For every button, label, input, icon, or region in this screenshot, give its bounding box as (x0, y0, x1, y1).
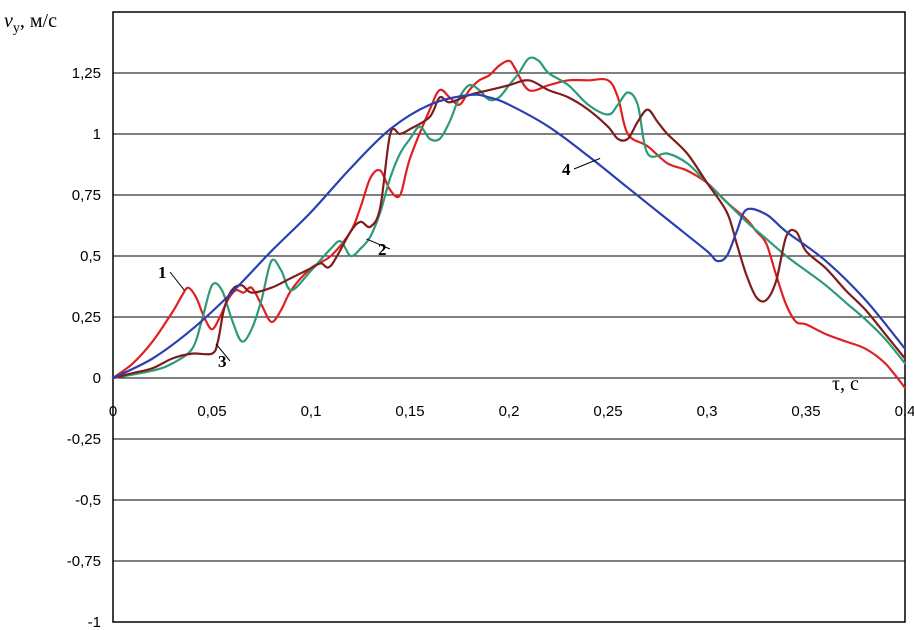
series-line-4 (111, 93, 907, 380)
curve-labels: 1 2 3 4 (158, 157, 601, 371)
x-tick-label: 0,4 (895, 403, 914, 420)
curve-label-2: 2 (378, 240, 387, 259)
curve-label-leader (169, 271, 185, 291)
curve-label-leader (215, 343, 231, 362)
y-tick-label: -0,25 (67, 431, 101, 448)
plot-frame (112, 11, 906, 623)
curve-label-leader (366, 238, 391, 250)
x-tick-label: 0,25 (593, 403, 622, 420)
y-tick-label: 1,25 (72, 65, 101, 82)
y-tick-label: -0,75 (67, 553, 101, 570)
curve-label-4: 4 (562, 160, 571, 179)
y-tick-labels: -1 -0,75 -0,5 -0,25 0 0,25 0,5 0,75 1 1,25 (67, 65, 101, 630)
curve-label-1: 1 (158, 263, 167, 282)
y-tick-label: 0,75 (72, 187, 101, 204)
series-lines (111, 56, 907, 389)
y-tick-label: -0,5 (75, 492, 101, 509)
x-tick-label: 0,2 (499, 403, 520, 420)
series-line-3 (111, 79, 907, 380)
y-tick-label: 0,25 (72, 309, 101, 326)
x-tick-label: 0,05 (197, 403, 226, 420)
x-axis-title: τ, с (832, 373, 859, 395)
y-tick-label: 1 (93, 126, 101, 143)
x-tick-label: 0,3 (697, 403, 718, 420)
y-tick-label: 0 (93, 370, 101, 387)
x-tick-label: 0 (109, 403, 117, 420)
curve-label-3: 3 (218, 352, 227, 371)
series-line-2 (111, 56, 907, 380)
x-tick-label: 0,35 (791, 403, 820, 420)
y-tick-label: -1 (88, 614, 101, 630)
x-tick-label: 0,15 (395, 403, 424, 420)
curve-label-leader (573, 157, 601, 170)
x-tick-labels: 0 0,05 0,1 0,15 0,2 0,25 0,3 0,35 0,4 (109, 403, 914, 420)
x-tick-label: 0,1 (301, 403, 322, 420)
grid-lines (113, 72, 905, 623)
y-axis-title: vy, м/с (4, 10, 57, 36)
y-tick-label: 0,5 (80, 248, 101, 265)
